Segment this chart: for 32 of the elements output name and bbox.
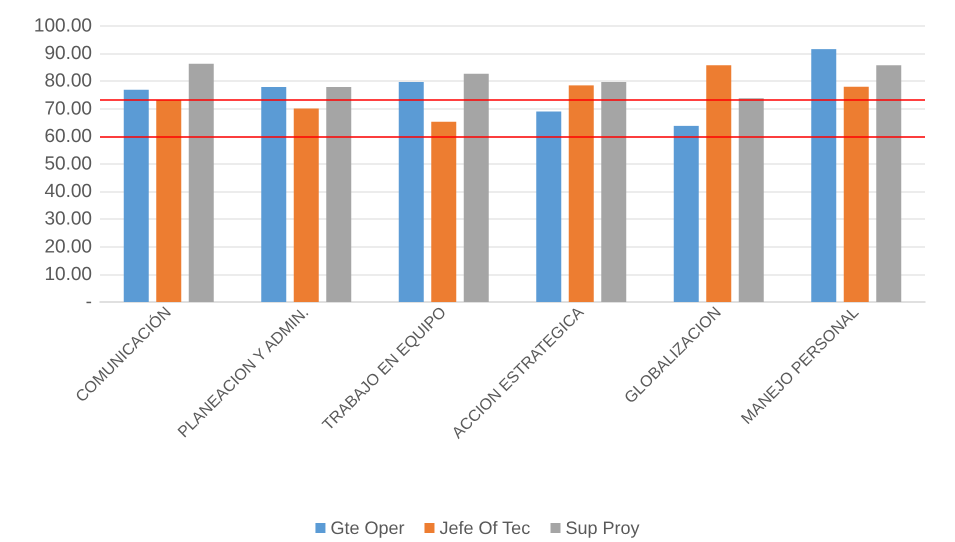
bar bbox=[261, 86, 286, 302]
bar bbox=[844, 86, 869, 302]
y-tick-label: 80.00 bbox=[44, 70, 92, 92]
bar bbox=[398, 82, 424, 302]
legend-label: Sup Proy bbox=[566, 518, 640, 538]
bar bbox=[706, 65, 732, 302]
bar bbox=[156, 100, 182, 302]
y-tick-label: 90.00 bbox=[44, 43, 92, 64]
bar bbox=[188, 64, 214, 302]
bar bbox=[294, 108, 319, 302]
y-tick-label: - bbox=[86, 292, 92, 312]
y-tick-label: 10.00 bbox=[44, 264, 92, 285]
bar bbox=[601, 82, 626, 302]
y-tick-label: 50.00 bbox=[44, 154, 92, 174]
bar bbox=[674, 126, 699, 302]
legend-label: Jefe Of Tec bbox=[439, 518, 530, 538]
bar bbox=[811, 49, 836, 302]
bar bbox=[876, 65, 902, 302]
bar bbox=[431, 122, 456, 302]
y-tick-label: 20.00 bbox=[44, 236, 92, 258]
bar bbox=[738, 98, 764, 302]
bar bbox=[124, 90, 149, 302]
y-tick-label: 30.00 bbox=[44, 208, 92, 230]
bar bbox=[326, 86, 352, 302]
y-tick-label: 60.00 bbox=[44, 126, 92, 147]
legend-label: Gte Oper bbox=[330, 518, 404, 538]
y-tick-label: 100.00 bbox=[34, 16, 92, 36]
bar bbox=[464, 74, 489, 302]
y-tick-label: 40.00 bbox=[44, 181, 92, 202]
bar bbox=[568, 85, 594, 302]
y-tick-label: 70.00 bbox=[44, 98, 92, 120]
bar bbox=[536, 112, 562, 302]
